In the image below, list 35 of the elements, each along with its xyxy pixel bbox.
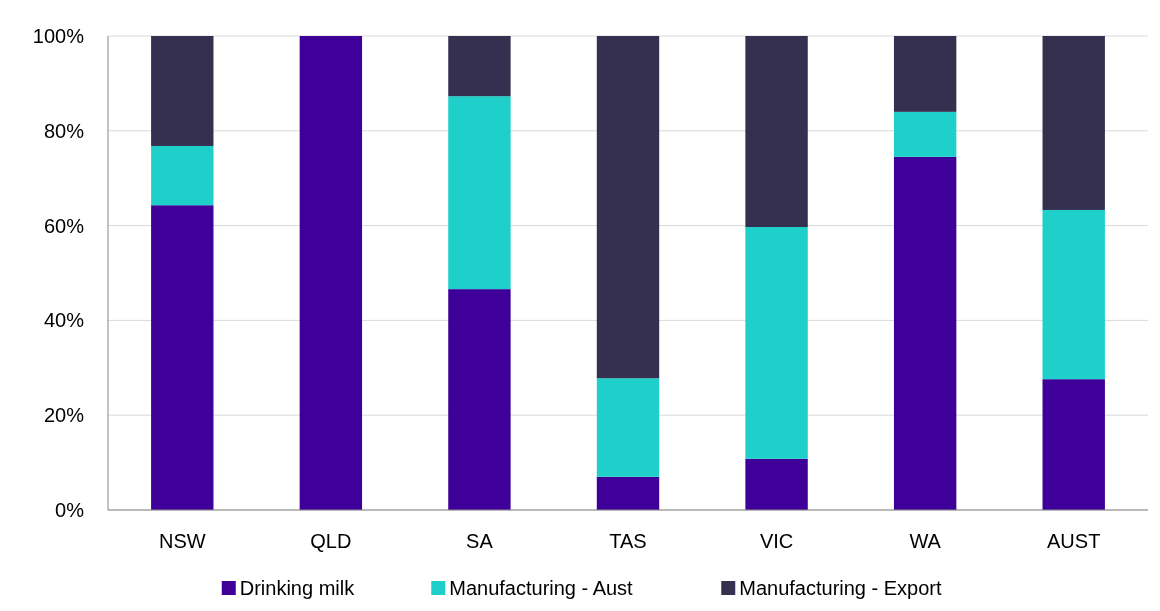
x-tick-label: SA — [466, 530, 494, 552]
bar — [745, 36, 808, 228]
bar — [745, 227, 808, 459]
bar — [596, 36, 660, 379]
bar — [151, 145, 214, 206]
bar — [745, 458, 808, 510]
y-tick-label: 100% — [32, 25, 85, 47]
legend-label: Drinking milk — [239, 577, 356, 599]
bar — [1042, 379, 1105, 510]
bar — [448, 96, 511, 290]
x-tick-label: WA — [909, 530, 942, 552]
bar — [448, 289, 511, 510]
x-tick-label: TAS — [609, 530, 647, 552]
x-tick-label: QLD — [310, 530, 352, 552]
legend-label: Manufacturing - Aust — [449, 577, 634, 599]
bar — [151, 205, 214, 510]
y-tick-label: 80% — [43, 119, 85, 142]
bar — [596, 378, 660, 477]
bar — [893, 36, 957, 112]
bar — [151, 36, 214, 146]
x-tick-label: NSW — [158, 530, 206, 552]
bar — [893, 156, 957, 510]
bar — [1042, 36, 1105, 210]
y-tick-label: 0% — [55, 499, 85, 521]
legend-label: Manufacturing - Export — [739, 577, 943, 599]
bar — [1042, 209, 1105, 380]
x-tick-label: VIC — [759, 530, 794, 552]
y-tick-label: 20% — [43, 404, 85, 427]
y-tick-label: 60% — [43, 214, 85, 237]
bar — [448, 36, 511, 97]
bar — [596, 476, 660, 510]
y-tick-label: 40% — [43, 309, 85, 332]
x-tick-label: AUST — [1047, 530, 1101, 552]
bar — [893, 111, 957, 157]
bar — [299, 36, 363, 510]
